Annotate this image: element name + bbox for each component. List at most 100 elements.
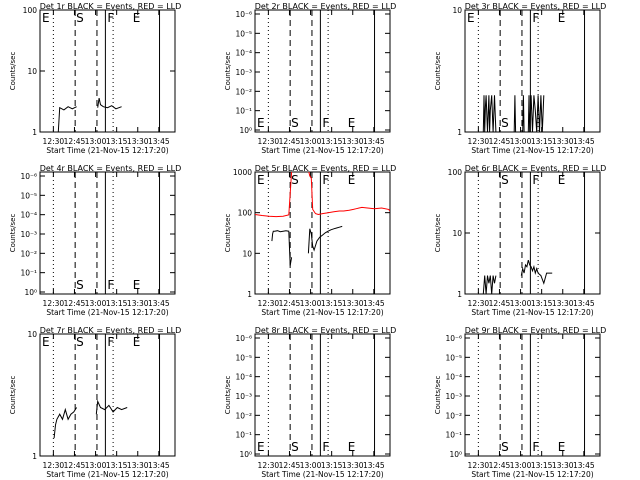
y-tick-label: 10⁻² bbox=[445, 411, 462, 420]
marker-label-end: E bbox=[133, 335, 141, 349]
x-tick-label: 13:30 bbox=[552, 137, 574, 146]
marker-label-start: S bbox=[291, 440, 299, 454]
x-tick-label: 12:30 bbox=[258, 299, 280, 308]
x-tick-label: 13:15 bbox=[531, 299, 553, 308]
x-axis-label: Start Time (21-Nov-15 12:17:20) bbox=[471, 308, 593, 317]
series-events-line bbox=[482, 275, 497, 294]
marker-label-finish: F bbox=[532, 173, 539, 187]
marker-label-finish: F bbox=[322, 440, 329, 454]
y-tick-label: 10 bbox=[452, 229, 462, 238]
series-events-line bbox=[513, 95, 525, 132]
x-tick-label: 13:30 bbox=[342, 299, 364, 308]
marker-label-start: S bbox=[76, 278, 84, 292]
marker-label-finish: F bbox=[107, 335, 114, 349]
y-tick-label: 10⁻³ bbox=[235, 392, 252, 401]
y-axis-label: Counts/sec bbox=[224, 214, 232, 253]
y-tick-label: 10⁻² bbox=[235, 411, 252, 420]
y-tick-label: 10⁻³ bbox=[20, 230, 37, 239]
x-tick-label: 12:45 bbox=[64, 299, 86, 308]
chart-panel-8: Det 8r BLACK = Events, RED = LLD 10⁰ 10⁻¹ 1… bbox=[224, 326, 396, 479]
chart-panel-5: Det 5r BLACK = Events, RED = LLD 1 10 100 10… bbox=[224, 164, 396, 317]
marker-label-end: E bbox=[467, 11, 475, 25]
plot-frame bbox=[39, 171, 176, 295]
chart-panel-9: Det 9r BLACK = Events, RED = LLD 10⁰ 10⁻¹ 1… bbox=[434, 326, 606, 479]
chart-title: Det 8r BLACK = Events, RED = LLD bbox=[255, 326, 397, 335]
x-tick-label: 13:45 bbox=[363, 137, 385, 146]
marker-label-finish: F bbox=[107, 11, 114, 25]
series-events-line bbox=[520, 259, 553, 285]
y-axis-label: Counts/sec bbox=[224, 52, 232, 91]
x-axis-label: Start Time (21-Nov-15 12:17:20) bbox=[471, 470, 593, 479]
x-tick-label: 12:30 bbox=[468, 137, 490, 146]
x-tick-label: 12:45 bbox=[489, 299, 511, 308]
chart-panel-2: Det 2r BLACK = Events, RED = LLD 10⁰ 10⁻¹ 1… bbox=[224, 2, 396, 155]
x-axis-label: Start Time (21-Nov-15 12:17:20) bbox=[46, 470, 168, 479]
y-tick-label: 1 bbox=[32, 452, 37, 461]
plot-frame bbox=[464, 171, 601, 295]
y-tick-label: 10⁻⁶ bbox=[20, 172, 37, 181]
y-tick-label: 100 bbox=[23, 6, 38, 15]
y-tick-label: 10 bbox=[27, 330, 37, 339]
y-tick-label: 10⁻⁵ bbox=[235, 29, 252, 38]
plot-frame bbox=[39, 333, 176, 457]
x-axis-label: Start Time (21-Nov-15 12:17:20) bbox=[46, 146, 168, 155]
x-axis-label: Start Time (21-Nov-15 12:17:20) bbox=[261, 470, 383, 479]
marker-label-end: E bbox=[348, 116, 356, 130]
marker-label-start: S bbox=[501, 116, 509, 130]
marker-label-end: E bbox=[348, 173, 356, 187]
x-axis-label: Start Time (21-Nov-15 12:17:20) bbox=[261, 308, 383, 317]
x-axis-label: Start Time (21-Nov-15 12:17:20) bbox=[261, 146, 383, 155]
y-tick-label: 10⁻⁵ bbox=[445, 353, 462, 362]
y-tick-label: 10⁰ bbox=[239, 126, 252, 135]
marker-label-finish: F bbox=[532, 440, 539, 454]
x-axis-label: Start Time (21-Nov-15 12:17:20) bbox=[471, 146, 593, 155]
x-tick-label: 12:30 bbox=[43, 137, 65, 146]
y-axis-label: Counts/sec bbox=[9, 52, 17, 91]
y-tick-label: 100 bbox=[238, 209, 253, 218]
x-tick-label: 13:30 bbox=[342, 461, 364, 470]
y-tick-label: 10⁰ bbox=[239, 450, 252, 459]
y-tick-label: 10 bbox=[27, 67, 37, 76]
x-tick-label: 13:15 bbox=[106, 137, 128, 146]
x-tick-label: 12:30 bbox=[258, 461, 280, 470]
chart-panel-6: Det 6r BLACK = Events, RED = LLD 1 10 100 Co… bbox=[434, 164, 606, 317]
x-tick-label: 12:45 bbox=[279, 461, 301, 470]
y-tick-label: 10⁻⁴ bbox=[235, 49, 252, 58]
y-tick-label: 10⁻⁶ bbox=[235, 10, 252, 19]
y-axis-label: Counts/sec bbox=[9, 376, 17, 415]
series-events-line bbox=[97, 97, 122, 110]
series-lld-line bbox=[255, 172, 390, 218]
x-tick-label: 13:00 bbox=[510, 299, 532, 308]
x-tick-label: 13:15 bbox=[531, 137, 553, 146]
x-tick-label: 12:30 bbox=[468, 461, 490, 470]
y-tick-label: 10⁻⁴ bbox=[20, 211, 37, 220]
x-tick-label: 13:00 bbox=[300, 137, 322, 146]
x-tick-label: 12:45 bbox=[489, 137, 511, 146]
y-tick-label: 10⁻⁴ bbox=[445, 373, 462, 382]
x-tick-label: 12:30 bbox=[43, 461, 65, 470]
x-tick-label: 12:45 bbox=[279, 137, 301, 146]
marker-label-finish: F bbox=[322, 173, 329, 187]
y-tick-label: 10⁻⁴ bbox=[235, 373, 252, 382]
x-tick-label: 13:45 bbox=[573, 137, 595, 146]
series-events-line bbox=[53, 407, 78, 439]
y-tick-label: 10⁻⁶ bbox=[445, 334, 462, 343]
chart-panel-4: Det 4r BLACK = Events, RED = LLD 10⁰ 10⁻¹ 1… bbox=[9, 164, 181, 317]
x-tick-label: 13:30 bbox=[127, 137, 149, 146]
x-tick-label: 13:00 bbox=[510, 137, 532, 146]
y-tick-label: 10⁻³ bbox=[235, 68, 252, 77]
chart-title: Det 3r BLACK = Events, RED = LLD bbox=[465, 2, 607, 11]
x-tick-label: 13:30 bbox=[552, 461, 574, 470]
y-tick-label: 1 bbox=[457, 290, 462, 299]
x-tick-label: 13:45 bbox=[573, 461, 595, 470]
x-tick-label: 13:15 bbox=[531, 461, 553, 470]
x-tick-label: 13:30 bbox=[342, 137, 364, 146]
y-tick-label: 10⁻³ bbox=[445, 392, 462, 401]
marker-label-start: S bbox=[291, 173, 299, 187]
x-tick-label: 13:30 bbox=[552, 299, 574, 308]
series-events-line bbox=[271, 230, 293, 266]
x-tick-label: 13:00 bbox=[85, 137, 107, 146]
y-tick-label: 1 bbox=[247, 290, 252, 299]
y-axis-label: Counts/sec bbox=[9, 214, 17, 253]
